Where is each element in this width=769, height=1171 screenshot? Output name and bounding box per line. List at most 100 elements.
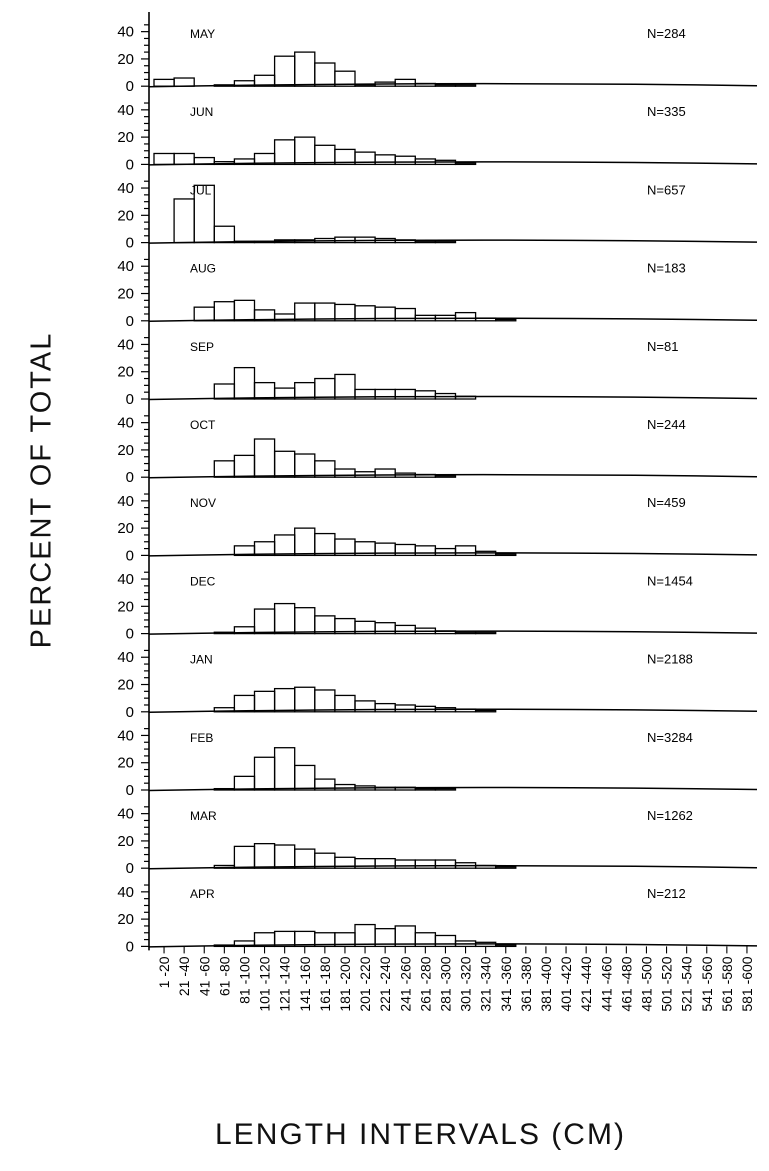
- y-tick-label: 40: [117, 493, 134, 510]
- x-tick-label: 461 -480: [618, 956, 634, 1011]
- histogram-bar: [394, 78, 416, 87]
- y-tick-label: 0: [126, 156, 134, 173]
- histogram-bar: [394, 859, 416, 869]
- histogram-bar: [474, 709, 497, 713]
- histogram-bar: [253, 381, 276, 400]
- y-tick-label: 20: [117, 442, 134, 459]
- histogram-bar: [193, 156, 215, 166]
- x-tick-label: 401 -420: [558, 956, 574, 1011]
- histogram-bar: [273, 534, 296, 557]
- panel-aug: 0 20 40 AUG N=183: [117, 258, 758, 330]
- y-tick-label: 20: [117, 129, 134, 146]
- x-tick-label: 501 -520: [659, 956, 675, 1011]
- x-tick-label: 301 -320: [458, 956, 474, 1011]
- y-tick-label: 0: [126, 626, 134, 643]
- x-tick-label: 521 -540: [679, 956, 695, 1011]
- x-tick-label: 321 -340: [478, 956, 494, 1011]
- histogram-bar: [414, 82, 437, 87]
- histogram-bar: [454, 631, 477, 635]
- sample-size-label: N=1454: [647, 573, 693, 588]
- histogram-bar: [233, 694, 256, 713]
- histogram-bar: [374, 468, 396, 478]
- panel-may: 0 20 40 MAY N=284: [117, 24, 758, 95]
- x-tick-label: 41 -60: [196, 956, 212, 996]
- histogram-bar: [233, 366, 256, 400]
- panel-dec: 0 20 40 DEC N=1454: [117, 571, 758, 643]
- x-axis-label: LENGTH INTERVALS (CM): [215, 1118, 626, 1151]
- histogram-bar: [294, 453, 316, 478]
- histogram-bar: [294, 764, 316, 791]
- month-label: JUL: [190, 183, 212, 197]
- histogram-bar: [474, 550, 497, 557]
- histogram-bar: [294, 686, 316, 713]
- histogram-bar: [273, 450, 296, 478]
- x-tick-label: 61 -80: [216, 956, 232, 996]
- histogram-bar: [394, 786, 416, 791]
- histogram-bar: [253, 842, 276, 869]
- x-tick-label: 541 -560: [699, 956, 715, 1011]
- histogram-bar: [273, 747, 296, 791]
- panel-jul: 0 20 40 JUL N=657: [117, 180, 758, 252]
- y-tick-label: 0: [126, 313, 134, 330]
- y-tick-label: 20: [117, 520, 134, 537]
- y-tick-label: 40: [117, 24, 134, 41]
- month-label: FEB: [190, 731, 213, 745]
- histogram-bar: [374, 154, 396, 166]
- y-tick-label: 20: [117, 911, 134, 928]
- x-tick-label: 81 -100: [236, 956, 252, 1004]
- histogram-bar: [374, 388, 396, 400]
- panel-apr: 0 20 40 APR N=212: [117, 884, 758, 955]
- sample-size-label: N=3284: [647, 730, 693, 745]
- x-tick-label: 101 -120: [257, 956, 273, 1011]
- y-tick-label: 20: [117, 51, 134, 68]
- panel-feb: 0 20 40 FEB N=3284: [117, 727, 758, 799]
- panel-nov: 0 20 40 NOV N=459: [117, 493, 758, 564]
- histogram-bar: [474, 631, 497, 635]
- histogram-bar: [374, 858, 396, 869]
- y-tick-label: 0: [126, 391, 134, 408]
- histogram-bar: [454, 708, 477, 713]
- histogram-bar: [233, 299, 256, 322]
- histogram-bar: [354, 923, 376, 948]
- histogram-bar: [273, 602, 296, 635]
- histogram-bar: [434, 934, 457, 948]
- y-tick-label: 0: [126, 704, 134, 721]
- histogram-bar: [233, 454, 256, 478]
- histogram-bar: [314, 615, 336, 635]
- y-tick-label: 20: [117, 207, 134, 224]
- y-tick-label: 20: [117, 286, 134, 303]
- sample-size-label: N=2188: [647, 652, 693, 667]
- histogram-bar: [474, 941, 497, 948]
- histogram-bar: [374, 702, 396, 713]
- histogram-bar: [294, 607, 316, 635]
- histogram-bar: [173, 198, 195, 244]
- histogram-bar: [495, 553, 517, 557]
- histogram-bar: [354, 84, 376, 87]
- histogram-bar: [314, 689, 336, 713]
- histogram-bar: [193, 306, 215, 322]
- histogram-bar: [414, 390, 437, 400]
- y-axis-label: PERCENT OF TOTAL: [12, 230, 72, 750]
- histogram-bar: [273, 139, 296, 166]
- month-label: DEC: [190, 574, 216, 588]
- x-tick-label: 421 -440: [578, 956, 594, 1011]
- x-tick-label: 141 -160: [297, 956, 313, 1011]
- x-tick-label: 261 -280: [417, 956, 433, 1011]
- histogram-bar: [434, 84, 457, 87]
- x-tick-label: 181 -200: [337, 956, 353, 1011]
- histogram-bar: [273, 844, 296, 869]
- month-label: JUN: [190, 105, 213, 119]
- y-tick-label: 20: [117, 755, 134, 772]
- histogram-bar: [334, 373, 356, 400]
- histogram-bar: [213, 383, 236, 400]
- histogram-bar: [394, 388, 416, 400]
- histogram-bar: [173, 152, 195, 166]
- histogram-bar: [414, 473, 437, 478]
- histogram-bar: [213, 707, 236, 713]
- y-tick-label: 40: [117, 649, 134, 666]
- histogram-bar: [294, 302, 316, 322]
- sample-size-label: N=1262: [647, 808, 693, 823]
- month-label: MAR: [190, 809, 217, 823]
- histogram-bar: [314, 377, 336, 400]
